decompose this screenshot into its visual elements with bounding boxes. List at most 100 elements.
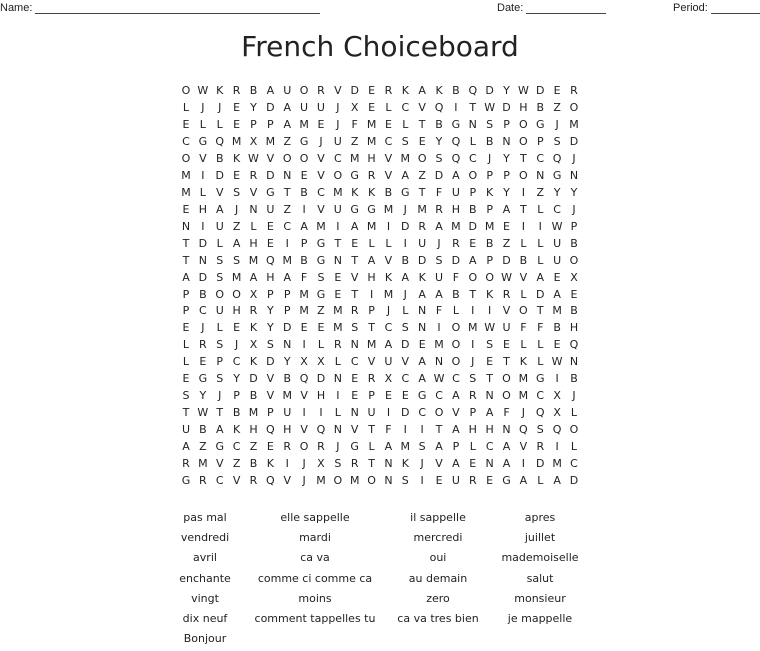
grid-letter: Y — [435, 134, 443, 148]
grid-letter: S — [216, 338, 224, 352]
grid-letter: L — [385, 100, 392, 114]
grid-letter: I — [555, 440, 559, 454]
grid-letter: V — [384, 253, 393, 267]
grid-letter: Y — [250, 100, 257, 114]
grid-letter: N — [350, 338, 359, 352]
grid-letter: R — [367, 372, 376, 386]
grid-letter: G — [198, 372, 208, 386]
grid-letter: D — [266, 168, 275, 182]
date-blank-line[interactable] — [526, 3, 607, 14]
word-list-item: mercredi — [413, 531, 463, 545]
name-field[interactable]: Name: — [0, 2, 321, 14]
grid-letter: E — [486, 355, 494, 369]
grid-letter: N — [333, 253, 342, 267]
word-list-item: salut — [526, 571, 554, 585]
grid-letter: T — [469, 100, 477, 114]
grid-letter: P — [267, 287, 274, 301]
grid-letter: C — [570, 457, 578, 471]
grid-letter: P — [536, 134, 544, 148]
grid-letter: J — [201, 100, 205, 114]
grid-letter: E — [266, 219, 274, 233]
grid-letter: O — [519, 304, 528, 318]
grid-letter: P — [300, 236, 308, 250]
grid-letter: A — [182, 440, 190, 454]
grid-letter: L — [334, 406, 341, 420]
grid-letter: J — [319, 134, 323, 148]
grid-letter: N — [502, 134, 511, 148]
grid-letter: L — [317, 338, 325, 352]
grid-letter: A — [469, 253, 477, 267]
grid-letter: M — [333, 321, 343, 335]
grid-letter: L — [520, 287, 527, 301]
grid-letter: O — [468, 168, 478, 182]
grid-letter: A — [215, 202, 224, 216]
grid-letter: T — [536, 304, 544, 318]
grid-letter: M — [366, 117, 377, 131]
word-list-item: oui — [429, 551, 447, 565]
grid-letter: L — [199, 117, 206, 131]
grid-letter: N — [249, 202, 258, 216]
grid-letter: E — [351, 236, 359, 250]
grid-letter: V — [266, 151, 275, 165]
grid-letter: P — [283, 287, 291, 301]
grid-letter: M — [248, 253, 259, 267]
grid-letter: C — [384, 321, 393, 335]
grid-letter: T — [486, 372, 494, 386]
period-blank-line[interactable] — [710, 3, 760, 14]
grid-letter: N — [418, 321, 427, 335]
grid-letter: K — [216, 84, 224, 97]
grid-letter: D — [198, 270, 208, 284]
grid-letter: C — [199, 304, 207, 318]
grid-letter: E — [368, 84, 376, 97]
grid-letter: E — [368, 100, 376, 114]
grid-letter: R — [249, 304, 258, 318]
grid-letter: A — [435, 219, 443, 233]
grid-letter: E — [401, 389, 409, 403]
grid-letter: Q — [316, 423, 326, 437]
grid-letter: F — [300, 270, 308, 284]
grid-letter: D — [569, 474, 579, 488]
grid-letter: I — [521, 185, 526, 199]
grid-letter: V — [266, 389, 275, 403]
grid-letter: H — [266, 270, 275, 284]
grid-letter: A — [452, 457, 460, 471]
grid-letter: P — [486, 168, 493, 182]
grid-letter: I — [336, 219, 340, 233]
grid-letter: A — [249, 270, 258, 284]
grid-letter: J — [403, 287, 407, 301]
period-field[interactable]: Period: — [673, 2, 760, 14]
grid-letter: H — [485, 423, 494, 437]
grid-letter: G — [502, 474, 511, 488]
grid-letter: D — [485, 84, 494, 97]
grid-letter: A — [418, 84, 426, 97]
grid-letter: L — [182, 355, 190, 369]
grid-letter: Y — [199, 389, 207, 403]
date-field[interactable]: Date: — [497, 2, 607, 14]
grid-letter: H — [451, 202, 461, 216]
grid-letter: V — [249, 185, 258, 199]
grid-letter: E — [233, 168, 241, 182]
grid-letter: H — [519, 100, 528, 114]
grid-letter: N — [468, 117, 477, 131]
grid-letter: T — [520, 202, 527, 216]
grid-letter: A — [283, 270, 291, 284]
grid-letter: B — [452, 84, 460, 97]
grid-letter: J — [336, 100, 340, 114]
grid-letter: G — [316, 253, 326, 267]
grid-letter: J — [336, 117, 340, 131]
grid-letter: K — [233, 151, 241, 165]
grid-letter: V — [317, 168, 325, 182]
grid-letter: L — [570, 406, 578, 420]
grid-letter: Z — [199, 440, 207, 454]
grid-letter: G — [266, 185, 275, 199]
grid-letter: I — [302, 338, 306, 352]
grid-letter: P — [486, 253, 493, 267]
grid-letter: Z — [249, 440, 258, 454]
grid-letter: U — [451, 474, 460, 488]
grid-letter: Z — [317, 304, 325, 318]
grid-letter: E — [553, 338, 561, 352]
name-blank-line[interactable] — [35, 3, 321, 14]
word-list-item: il sappelle — [410, 511, 466, 524]
grid-letter: C — [182, 134, 190, 148]
